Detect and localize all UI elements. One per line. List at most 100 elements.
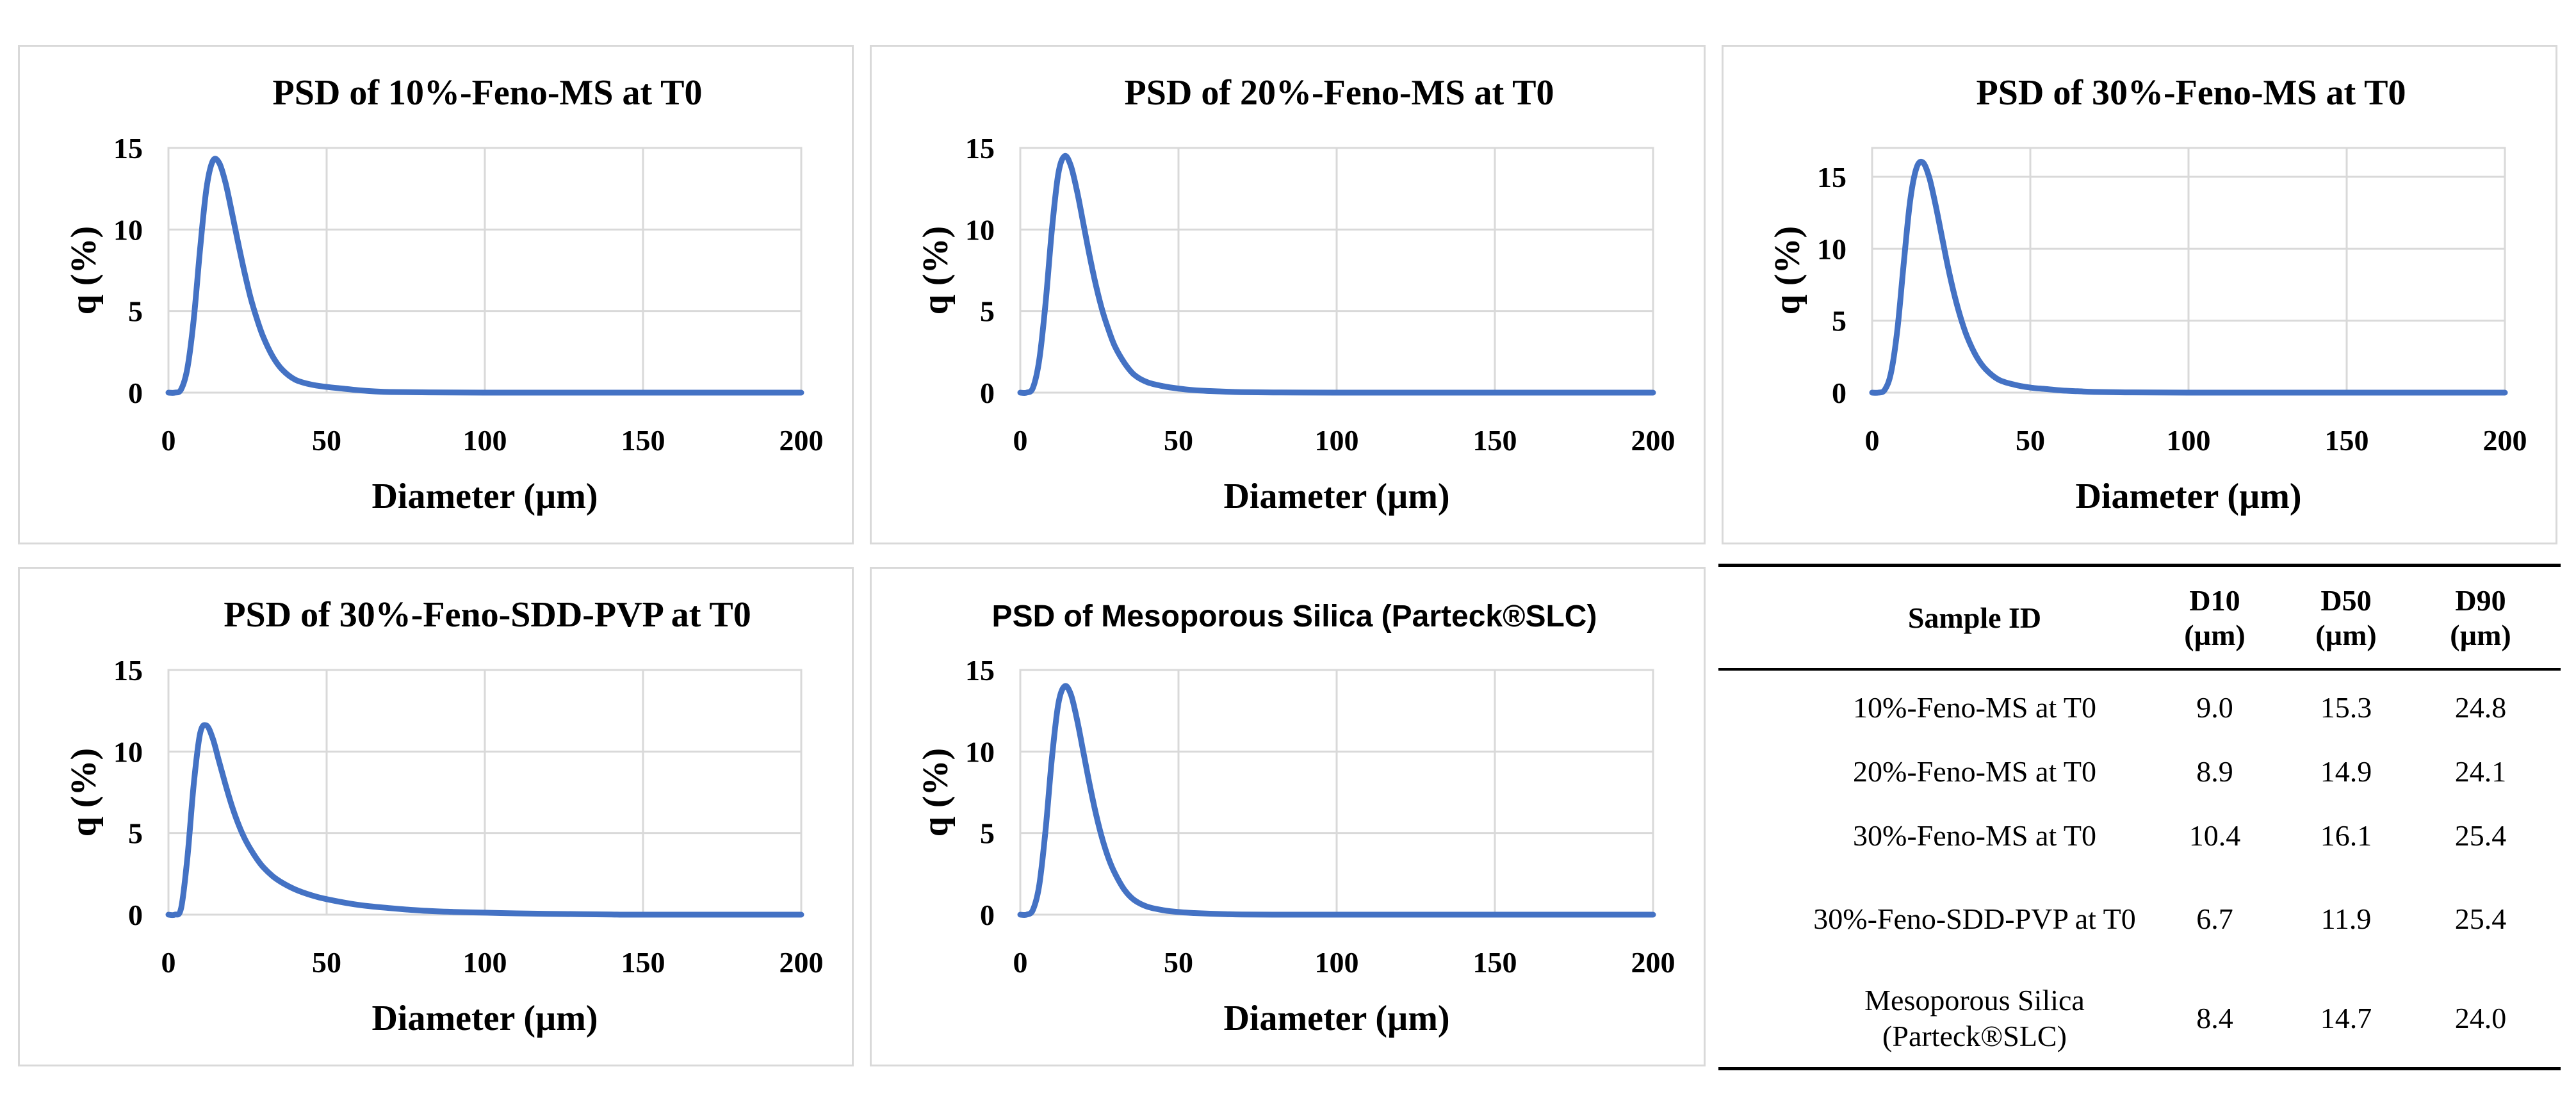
y-tick-label: 15 [113, 132, 143, 165]
table-cell-d50: 16.1 [2320, 819, 2372, 852]
y-tick-label: 10 [113, 213, 143, 246]
y-tick-label: 5 [980, 817, 995, 850]
series-line [165, 722, 804, 918]
y-tick-label: 5 [980, 295, 995, 328]
x-tick-label: 150 [2325, 424, 2369, 457]
x-tick-label: 100 [2167, 424, 2211, 457]
chart-title: PSD of 30%-Feno-SDD-PVP at T0 [224, 595, 751, 635]
x-tick-label: 150 [1473, 946, 1517, 979]
series-line [1017, 683, 1656, 918]
table-cell-sample-id-line: 10%-Feno-MS at T0 [1853, 691, 2096, 724]
table-cell-d90: 24.0 [2454, 1002, 2507, 1034]
x-tick-label: 0 [161, 946, 176, 979]
x-tick-label: 100 [463, 424, 507, 457]
table-cell-d50: 11.9 [2320, 902, 2372, 935]
table-header-cell: D10 (µm) [2184, 584, 2245, 653]
table-cell-sample-id: 10%-Feno-MS at T0 [1853, 690, 2096, 726]
y-tick-label: 5 [128, 295, 143, 328]
x-tick-label: 100 [463, 946, 507, 979]
table-cell-d10: 10.4 [2189, 819, 2241, 852]
x-axis-label: Diameter (µm) [2075, 477, 2301, 516]
x-tick-label: 50 [1164, 424, 1193, 457]
chart-panel-30-feno-ms: 0 5 10 15 0 50 100 150 200 PSD of 30%-Feno-MS at … [1722, 45, 2557, 544]
table-cell-sample-id: 30%-Feno-MS at T0 [1853, 818, 2096, 854]
table-cell-d10: 8.9 [2196, 755, 2233, 788]
table-header-cell-line: D50 [2320, 584, 2372, 617]
x-tick-label: 100 [1315, 424, 1359, 457]
chart-title: PSD of 30%-Feno-MS at T0 [1977, 73, 2406, 113]
x-tick-label: 50 [1164, 946, 1193, 979]
table-cell-sample-id: 30%-Feno-SDD-PVP at T0 [1813, 901, 2135, 937]
chart-title: PSD of 10%-Feno-MS at T0 [273, 73, 703, 113]
x-tick-label: 150 [1473, 424, 1517, 457]
x-tick-label: 200 [779, 424, 824, 457]
table-header-cell-line: D90 [2455, 584, 2506, 617]
y-tick-label: 15 [113, 654, 143, 687]
y-axis-label: q (%) [916, 748, 956, 837]
chart-panel-20-feno-ms: 0 5 10 15 0 50 100 150 200 PSD of 20%-Feno-MS at … [870, 45, 1706, 544]
table-cell-sample-id: Mesoporous Silica (Parteck®SLC) [1864, 983, 2085, 1054]
x-tick-label: 50 [312, 946, 341, 979]
y-tick-label: 5 [128, 817, 143, 850]
table-top-rule [1718, 564, 2561, 567]
x-tick-label: 50 [2016, 424, 2045, 457]
table-header-cell: D90 (µm) [2450, 584, 2511, 653]
y-tick-label: 0 [980, 377, 995, 409]
table-cell-sample-id: 20%-Feno-MS at T0 [1853, 754, 2096, 790]
y-axis-label: q (%) [916, 226, 956, 314]
y-tick-label: 10 [1817, 233, 1846, 265]
y-tick-label: 10 [113, 735, 143, 768]
series-line [1017, 152, 1656, 396]
y-tick-label: 0 [980, 899, 995, 931]
chart-panel-30-feno-sdd-pvp: 0 5 10 15 0 50 100 150 200 PSD of 30%-Feno-SDD-PV… [18, 567, 854, 1066]
table-cell-d10: 8.4 [2196, 1002, 2233, 1034]
y-tick-label: 15 [1817, 161, 1846, 193]
y-tick-label: 10 [965, 735, 995, 768]
table-header-cell-line: D10 [2189, 584, 2240, 617]
table-cell-d90: 24.1 [2454, 755, 2507, 788]
table-cell-sample-id-line: Mesoporous Silica [1864, 984, 2085, 1016]
table-cell-d50: 14.7 [2320, 1002, 2372, 1034]
y-axis-label: q (%) [64, 226, 104, 314]
y-tick-label: 0 [128, 899, 143, 931]
table-cell-sample-id-line: 20%-Feno-MS at T0 [1853, 755, 2096, 788]
table-cell-d90: 25.4 [2454, 819, 2507, 852]
y-tick-label: 0 [1832, 377, 1846, 409]
table-cell-sample-id-line: 30%-Feno-SDD-PVP at T0 [1813, 902, 2136, 935]
x-tick-label: 100 [1315, 946, 1359, 979]
y-tick-label: 10 [965, 213, 995, 246]
x-axis-label: Diameter (µm) [1223, 477, 1449, 516]
table-cell-d90: 25.4 [2454, 902, 2507, 935]
chart-panel-10-feno-ms: 0 5 10 15 0 50 100 150 200 PSD of 10%-Feno-MS at … [18, 45, 854, 544]
x-tick-label: 200 [779, 946, 824, 979]
x-tick-label: 150 [621, 946, 665, 979]
table-header-cell: Sample ID [1908, 601, 2041, 635]
table-cell-d10: 9.0 [2196, 691, 2233, 724]
table-bottom-rule [1718, 1067, 2561, 1070]
y-axis-label: q (%) [1768, 226, 1807, 314]
table-header-rule [1718, 668, 2561, 671]
y-tick-label: 0 [128, 377, 143, 409]
x-tick-label: 0 [161, 424, 176, 457]
psd-summary-table: Sample ID D10 (µm) D50 (µm) D90 (µm) 10%-Feno-M… [1718, 564, 2561, 1076]
series-line [165, 156, 804, 396]
y-tick-label: 5 [1832, 305, 1846, 338]
x-tick-label: 200 [1631, 946, 1675, 979]
x-tick-label: 0 [1013, 424, 1028, 457]
x-axis-label: Diameter (µm) [371, 477, 598, 516]
table-header-cell-line: (µm) [2450, 619, 2511, 651]
table-cell-sample-id-line: (Parteck®SLC) [1882, 1020, 2067, 1052]
y-tick-label: 15 [965, 654, 995, 687]
table-cell-d50: 14.9 [2320, 755, 2372, 788]
chart-title: PSD of 20%-Feno-MS at T0 [1125, 73, 1554, 113]
table-header-cell-line: (µm) [2315, 619, 2377, 651]
table-cell-d50: 15.3 [2320, 691, 2372, 724]
chart-title: PSD of Mesoporous Silica (Parteck®SLC) [992, 600, 1597, 633]
table-cell-d10: 6.7 [2196, 902, 2233, 935]
x-axis-label: Diameter (µm) [1223, 999, 1449, 1038]
